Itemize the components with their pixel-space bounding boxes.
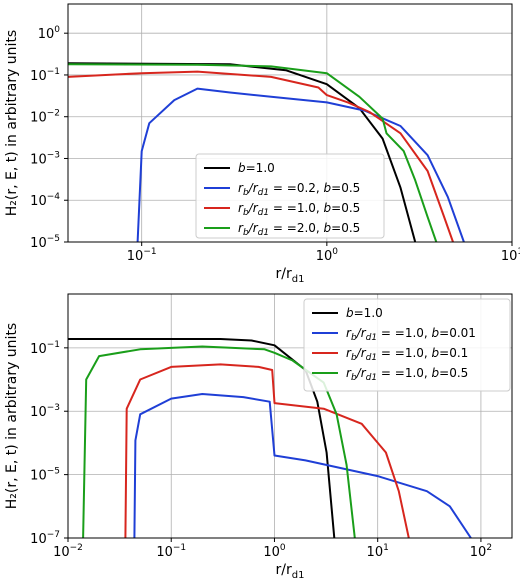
y-tick-label: 10−3 bbox=[30, 403, 60, 420]
legend-box bbox=[195, 153, 385, 239]
x-axis-label: r/rd1 bbox=[276, 562, 305, 579]
y-tick-label: 10−5 bbox=[30, 467, 60, 484]
y-axis-label: H₂(r, E, t) in arbitrary units bbox=[4, 30, 20, 216]
legend-entry-1: rb/rd1 = =1.0, b=0.01 bbox=[346, 326, 476, 343]
y-tick-label: 10−1 bbox=[30, 67, 60, 84]
y-tick-label: 10−3 bbox=[30, 150, 60, 167]
x-tick-label: 100 bbox=[263, 543, 286, 560]
legend-entry-0: b=1.0 bbox=[346, 306, 383, 320]
y-axis-label: H₂(r, E, t) in arbitrary units bbox=[4, 323, 20, 509]
plot-frame bbox=[67, 293, 513, 539]
legend-entry-2: rb/rd1 = =1.0, b=0.1 bbox=[346, 346, 468, 363]
x-axis-label: r/rd1 bbox=[276, 266, 305, 285]
series-line-0 bbox=[68, 338, 336, 538]
y-tick-label: 10−1 bbox=[30, 340, 60, 357]
y-tick-label: 100 bbox=[38, 25, 61, 42]
series-line-1 bbox=[136, 87, 465, 242]
x-tick-label: 10−1 bbox=[156, 543, 186, 560]
legend-entry-1: rb/rd1 = =0.2, b=0.5 bbox=[238, 181, 360, 198]
y-tick-label: 10−5 bbox=[30, 234, 60, 251]
x-tick-label: 100 bbox=[316, 247, 339, 264]
legend-entry-2: rb/rd1 = =1.0, b=0.5 bbox=[238, 201, 360, 218]
series-line-1 bbox=[133, 393, 472, 538]
plot-frame bbox=[67, 3, 513, 243]
y-tick-label: 10−4 bbox=[30, 192, 60, 209]
y-tick-label: 10−2 bbox=[30, 109, 60, 126]
x-tick-label: 10−1 bbox=[127, 247, 157, 264]
x-tick-label: 101 bbox=[367, 543, 389, 560]
legend-box bbox=[303, 298, 511, 392]
series-line-3 bbox=[68, 63, 438, 242]
x-tick-label: 101 bbox=[501, 247, 520, 264]
legend-entry-3: rb/rd1 = =2.0, b=0.5 bbox=[238, 221, 360, 238]
series-line-2 bbox=[124, 363, 410, 538]
y-tick-label: 10−7 bbox=[30, 530, 60, 547]
x-tick-label: 102 bbox=[470, 543, 492, 560]
series-line-3 bbox=[82, 345, 356, 538]
x-tick-label: 10−2 bbox=[53, 543, 83, 560]
legend-entry-3: rb/rd1 = =1.0, b=0.5 bbox=[346, 366, 468, 383]
series-line-2 bbox=[68, 70, 454, 242]
legend-entry-0: b=1.0 bbox=[238, 161, 275, 175]
